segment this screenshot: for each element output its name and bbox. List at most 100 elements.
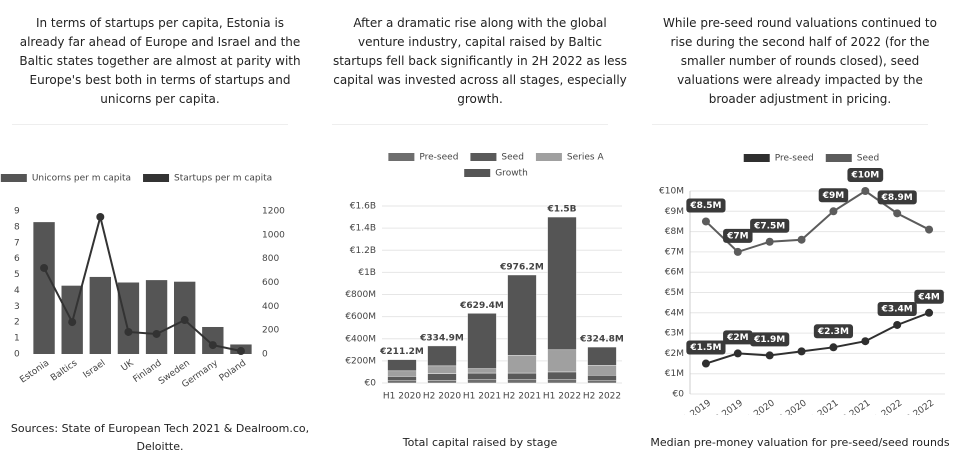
legend-swatch	[143, 174, 170, 182]
x-tick-label: Estonia	[18, 358, 51, 385]
y-tick-label: €600M	[345, 312, 376, 322]
value-label: €7.5M	[750, 218, 790, 233]
value-label-box	[723, 330, 753, 345]
value-label-text: €9M	[822, 191, 845, 201]
line	[705, 311, 930, 365]
bar-segment	[467, 368, 497, 374]
value-label-text: €8.9M	[881, 193, 913, 203]
bar-segment	[587, 365, 617, 376]
line	[705, 189, 930, 254]
x-tick-label: H1 2021	[804, 398, 841, 415]
value-label-box	[818, 188, 849, 203]
caption: Median pre-money valuation for pre-seed/…	[650, 436, 950, 449]
value-label-text: €10M	[850, 171, 879, 181]
legend-swatch	[464, 169, 491, 177]
marker	[925, 225, 934, 234]
value-label: €1.5M	[686, 340, 726, 355]
x-tick-label: H2 2022	[583, 392, 621, 402]
legend-item: Growth	[464, 169, 528, 179]
bar-segment	[387, 370, 417, 377]
value-label: €9M	[818, 188, 849, 203]
bar-segment	[467, 372, 497, 380]
y-tick-label: €10M	[659, 187, 684, 197]
marker	[765, 351, 774, 360]
bar-segment	[427, 345, 457, 367]
marker	[925, 308, 934, 317]
marker	[733, 349, 742, 358]
bar-segment	[587, 375, 617, 381]
bar-segment	[507, 372, 537, 380]
marker	[208, 341, 217, 350]
y-tick-label: €1.4B	[350, 224, 376, 234]
divider	[332, 124, 608, 125]
chart: Pre-seed Seed €0 €1M €2M €3M €4M €5M €6M €7M €8M €9…	[659, 154, 945, 415]
marker	[733, 247, 742, 256]
marker	[701, 217, 710, 226]
marker	[893, 320, 902, 329]
value-label-text: €7M	[726, 231, 749, 241]
y-tick-label: 6	[14, 254, 20, 264]
x-tick-label: H1 2022	[543, 392, 581, 402]
legend-item: Series A	[535, 153, 605, 163]
y2-tick-label: 600	[262, 278, 279, 288]
y2-tick-label: 1200	[262, 207, 285, 217]
y-tick-label: €200M	[345, 356, 376, 366]
marker	[701, 359, 710, 368]
bar-segment	[507, 355, 537, 374]
y-tick-label: €0	[365, 379, 377, 389]
legend-label: Seed	[857, 154, 880, 164]
marker	[797, 347, 806, 356]
bar	[117, 282, 140, 354]
description: In terms of startups per capita, Estonia…	[19, 16, 301, 106]
bar-segment	[387, 359, 417, 372]
legend-item: Startups per m capita	[143, 174, 272, 184]
legend-label: Pre-seed	[419, 153, 458, 163]
y-tick-label: €6M	[665, 268, 684, 278]
value-label-box	[877, 190, 917, 205]
y-tick-label: 9	[14, 207, 20, 217]
bar-segment	[547, 379, 577, 384]
total-label: €629.4M	[459, 301, 504, 311]
y-tick-label: 4	[14, 286, 20, 296]
y-tick-label: €1.2B	[350, 246, 376, 256]
y-tick-label: €3M	[665, 329, 684, 339]
marker	[797, 235, 806, 244]
panel: In terms of startups per capita, Estonia…	[0, 0, 320, 460]
value-label-box	[750, 332, 790, 347]
y2-tick-label: 800	[262, 254, 279, 264]
y-tick-label: €8M	[665, 227, 684, 237]
divider	[12, 124, 288, 125]
value-label: €8.5M	[686, 198, 726, 213]
y-tick-label: €1M	[665, 369, 684, 379]
legend-item: Pre-seed	[743, 154, 814, 164]
description: After a dramatic rise along with the glo…	[332, 16, 628, 106]
x-tick-label: H1 2020	[740, 398, 777, 415]
bar-segment	[387, 380, 417, 384]
y-tick-label: €400M	[345, 334, 376, 344]
y-tick-label: 3	[14, 302, 20, 312]
marker	[180, 316, 189, 325]
legend-label: Series A	[567, 153, 605, 163]
y-tick-label: €1.6B	[350, 202, 376, 212]
bar-segment	[547, 216, 577, 351]
marker	[861, 337, 870, 346]
y-tick-label: 7	[14, 238, 20, 248]
panel: After a dramatic rise along with the glo…	[320, 0, 640, 460]
y-tick-label: €0	[673, 390, 685, 400]
value-label: €8.9M	[877, 190, 917, 205]
marker	[893, 209, 902, 218]
value-label-box	[750, 218, 790, 233]
total-label: €1.5B	[546, 205, 576, 215]
bar	[145, 280, 168, 354]
y-tick-label: €5M	[665, 288, 684, 298]
x-tick-label: H2 2019	[708, 398, 745, 415]
bar-segment	[427, 365, 457, 374]
caption: Total capital raised by stage	[402, 436, 558, 449]
x-tick-label: H2 2020	[772, 398, 809, 415]
x-tick-label: H1 2021	[463, 392, 501, 402]
y2-tick-label: 0	[262, 350, 268, 360]
value-label-box	[877, 301, 917, 316]
bar-segment	[547, 349, 577, 373]
x-tick-label: Baltics	[49, 358, 79, 383]
